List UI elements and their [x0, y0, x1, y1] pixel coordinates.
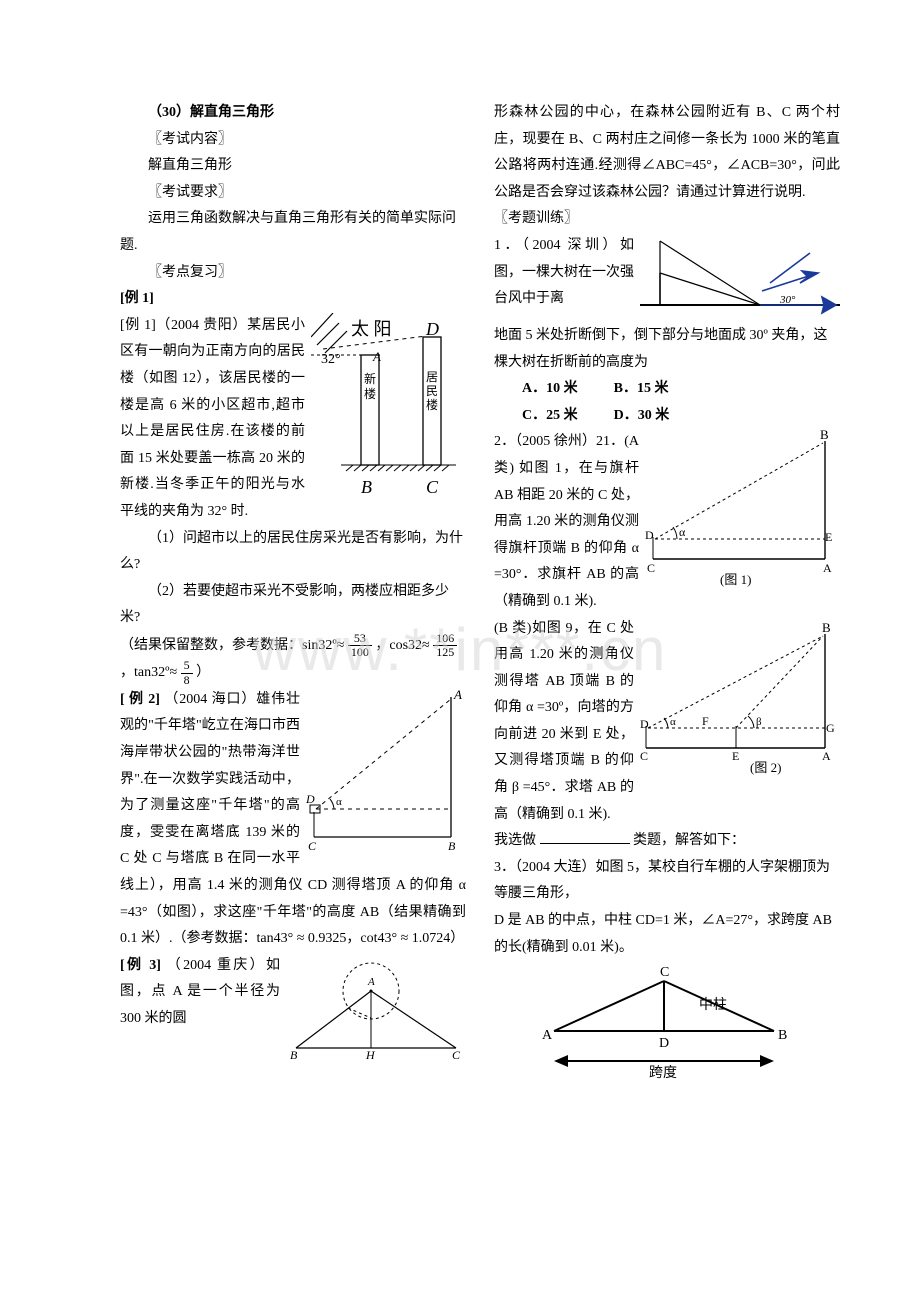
q1-options-row1: A．10 米 B．15 米 [494, 376, 840, 403]
ex3-label: [例 3] [120, 958, 161, 973]
fig2-D: D [306, 792, 315, 806]
hint-a: （结果保留整数，参考数据：sin32º≈ [120, 638, 344, 653]
q1-opt-a: A．10 米 [522, 376, 578, 403]
choose-b: 类题，解答如下： [633, 833, 745, 848]
hint-d: ） [196, 665, 210, 680]
fig2-B: B [448, 839, 456, 852]
q1-opt-c: C．25 米 [522, 403, 578, 430]
f2-A: A [822, 749, 831, 763]
hint-b: ，cos32≈ [375, 638, 429, 653]
q1-opt-b: B．15 米 [614, 376, 669, 403]
f2-B: B [822, 620, 831, 635]
fig1-D: D [425, 319, 439, 339]
figure-fallen-tree: 30° [640, 233, 840, 323]
hint-c: ，tan32º≈ [120, 665, 177, 680]
choose-a: 我选做 [494, 833, 536, 848]
f1-D: D [645, 528, 654, 542]
section-heading-3: 〖考点复习〗 [120, 260, 466, 287]
fig1-res3: 楼 [426, 397, 438, 412]
q2-choose: 我选做 类题，解答如下： [494, 828, 840, 855]
fig3-B: B [290, 1048, 298, 1062]
section-content-1: 解直角三角形 [120, 153, 466, 180]
example-1-q1: （1）问超市以上的居民住房采光是否有影响，为什么? [120, 526, 466, 579]
roof-C: C [660, 965, 669, 980]
q1-opt-d: D．30 米 [614, 403, 670, 430]
roof-D: D [659, 1036, 669, 1051]
f2-G: G [826, 721, 835, 735]
example-1-label: [例 1] [120, 286, 466, 313]
fig2-alpha: α [336, 796, 342, 808]
f1-C: C [647, 561, 655, 575]
fig1-B: B [361, 477, 372, 497]
fig1-new2: 楼 [364, 386, 376, 401]
q1-options-row2: C．25 米 D．30 米 [494, 403, 840, 430]
fig1-res1: 居 [426, 370, 438, 384]
ex2-label: [ 例 2] [120, 692, 160, 707]
example-1-q2: （2）若要使超市采光不受影响，两楼应相距多少米? [120, 579, 466, 632]
training-heading: 〖考题训练〗 [494, 206, 840, 233]
figure-buildings: 太 阳 D 32° A 新 楼 居 民 楼 [311, 313, 466, 498]
q3b: D 是 AB 的中点，中柱 CD=1 米，∠A=27°，求跨度 AB 的长(精确… [494, 908, 840, 961]
frac-3: 58 [181, 659, 193, 686]
f2-beta: β [756, 716, 762, 728]
figure-tower: A α D C B [306, 687, 466, 852]
f2-E: E [732, 749, 739, 763]
fig1-new: 新 [364, 371, 376, 386]
figure-flag-2: B α F β D G C E A (图 2) [640, 620, 840, 780]
figure-flag-1: B α D E C A (图 1) [645, 429, 840, 589]
roof-B: B [778, 1028, 787, 1043]
fig1-angle: 32° [321, 352, 341, 367]
frac-2: 106125 [433, 632, 457, 659]
tree-angle: 30° [779, 294, 796, 306]
fig2-C: C [308, 839, 317, 852]
fig3-C: C [452, 1048, 461, 1062]
section-heading-1: 〖考试内容〗 [120, 127, 466, 154]
q3: 3．（2004 大连）如图 5，某校自行车棚的人字架棚顶为等腰三角形， [494, 855, 840, 908]
f1-A: A [823, 561, 832, 575]
fig1-res2: 民 [426, 384, 438, 398]
example-1-hint: （结果保留整数，参考数据：sin32º≈ 53100 ，cos32≈ 10612… [120, 632, 466, 687]
two-column-layout: （30）解直角三角形 〖考试内容〗 解直角三角形 〖考试要求〗 运用三角函数解决… [120, 100, 840, 1081]
f1-B: B [820, 429, 829, 442]
right-column: 形森林公园的中心，在森林公园附近有 B、C 两个村庄，现要在 B、C 两村庄之间… [494, 100, 840, 1081]
chapter-title: （30）解直角三角形 [120, 100, 466, 127]
fig1-C: C [426, 477, 439, 497]
frac-1: 53100 [348, 632, 372, 659]
f2-cap: (图 2) [750, 760, 781, 775]
f1-cap: (图 1) [720, 572, 751, 587]
section-heading-2: 〖考试要求〗 [120, 180, 466, 207]
q1-tail: 地面 5 米处折断倒下，倒下部分与地面成 30º 夹角，这棵大树在折断前的高度为 [494, 323, 840, 376]
figure-circle-triangle: A B H C [286, 953, 466, 1063]
figure-roof: C A B D 中柱 跨度 [534, 961, 840, 1081]
fig3-A: A [367, 976, 375, 988]
section-content-2: 运用三角函数解决与直角三角形有关的简单实际问题. [120, 206, 466, 259]
ex3-continuation: 形森林公园的中心，在森林公园附近有 B、C 两个村庄，现要在 B、C 两村庄之间… [494, 100, 840, 206]
f2-F: F [702, 714, 709, 728]
fig2-A: A [453, 687, 462, 702]
f2-alpha: α [670, 716, 676, 728]
f2-D: D [640, 717, 649, 731]
roof-mid: 中柱 [699, 997, 727, 1013]
left-column: （30）解直角三角形 〖考试内容〗 解直角三角形 〖考试要求〗 运用三角函数解决… [120, 100, 466, 1081]
fig3-H: H [365, 1048, 376, 1062]
fig1-sun-label: 太 阳 [351, 319, 392, 339]
f1-E: E [825, 530, 832, 544]
roof-A: A [542, 1028, 553, 1043]
f2-C: C [640, 749, 648, 763]
roof-span: 跨度 [649, 1065, 677, 1081]
f1-alpha: α [679, 525, 686, 539]
answer-blank [540, 843, 630, 844]
